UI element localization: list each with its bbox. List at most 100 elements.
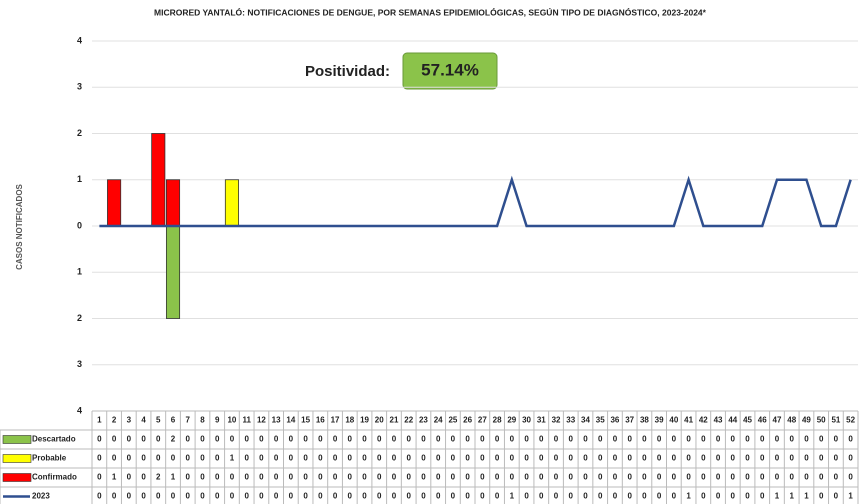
y-tick-label: 1 xyxy=(77,174,82,184)
table-value: 0 xyxy=(701,473,706,482)
table-value: 0 xyxy=(348,435,353,444)
table-value: 0 xyxy=(465,492,470,501)
table-value: 0 xyxy=(171,454,176,463)
table-value: 0 xyxy=(745,473,750,482)
table-value: 0 xyxy=(642,435,647,444)
table-value: 0 xyxy=(524,492,529,501)
table-value: 0 xyxy=(362,473,367,482)
x-tick-label: 40 xyxy=(669,416,678,425)
x-tick-label: 1 xyxy=(97,416,102,425)
table-value: 0 xyxy=(510,454,515,463)
table-value: 0 xyxy=(318,454,323,463)
x-tick-label: 4 xyxy=(141,416,146,425)
annotation-value: 57.14% xyxy=(421,60,479,79)
x-tick-label: 11 xyxy=(242,416,251,425)
table-value: 0 xyxy=(495,492,500,501)
table-value: 0 xyxy=(760,435,765,444)
x-tick-label: 35 xyxy=(596,416,605,425)
x-tick-label: 23 xyxy=(419,416,428,425)
table-value: 0 xyxy=(716,435,721,444)
table-value: 0 xyxy=(834,492,839,501)
x-tick-label: 13 xyxy=(272,416,281,425)
table-value: 0 xyxy=(716,454,721,463)
table-value: 0 xyxy=(745,492,750,501)
y-tick-label: 3 xyxy=(77,82,82,92)
table-value: 0 xyxy=(775,435,780,444)
table-value: 0 xyxy=(569,473,574,482)
x-tick-label: 38 xyxy=(640,416,649,425)
table-value: 0 xyxy=(804,473,809,482)
table-value: 0 xyxy=(392,454,397,463)
x-tick-label: 19 xyxy=(360,416,369,425)
table-value: 0 xyxy=(392,473,397,482)
table-value: 0 xyxy=(583,435,588,444)
bar xyxy=(165,225,181,319)
table-value: 0 xyxy=(760,492,765,501)
table-value: 0 xyxy=(392,492,397,501)
table-value: 0 xyxy=(303,454,308,463)
table-value: 0 xyxy=(583,492,588,501)
x-tick-label: 51 xyxy=(831,416,840,425)
table-value: 0 xyxy=(465,473,470,482)
table-value: 0 xyxy=(348,473,353,482)
table-value: 0 xyxy=(613,435,618,444)
table-value: 0 xyxy=(141,454,146,463)
table-value: 0 xyxy=(834,473,839,482)
legend-label: Confirmado xyxy=(32,473,77,482)
table-value: 0 xyxy=(554,473,559,482)
y-tick-label: 3 xyxy=(77,359,82,369)
table-value: 0 xyxy=(421,473,426,482)
table-value: 0 xyxy=(613,454,618,463)
x-tick-label: 2 xyxy=(112,416,117,425)
table-value: 0 xyxy=(819,492,824,501)
table-value: 0 xyxy=(672,454,677,463)
table-value: 0 xyxy=(760,454,765,463)
table-value: 0 xyxy=(686,435,691,444)
x-tick-label: 42 xyxy=(699,416,708,425)
table-value: 0 xyxy=(657,435,662,444)
x-tick-label: 21 xyxy=(390,416,399,425)
x-tick-label: 15 xyxy=(301,416,310,425)
table-value: 0 xyxy=(598,473,603,482)
table-value: 0 xyxy=(200,492,205,501)
table-value: 0 xyxy=(451,473,456,482)
x-tick-label: 18 xyxy=(345,416,354,425)
table-value: 0 xyxy=(524,454,529,463)
table-value: 0 xyxy=(333,492,338,501)
table-value: 0 xyxy=(318,492,323,501)
table-value: 0 xyxy=(200,454,205,463)
table-value: 0 xyxy=(289,454,294,463)
table-value: 0 xyxy=(583,473,588,482)
table-value: 0 xyxy=(583,454,588,463)
table-value: 0 xyxy=(789,454,794,463)
table-value: 0 xyxy=(510,435,515,444)
x-tick-label: 26 xyxy=(463,416,472,425)
table-value: 0 xyxy=(642,473,647,482)
x-tick-label: 32 xyxy=(552,416,561,425)
table-value: 0 xyxy=(156,435,161,444)
table-value: 0 xyxy=(333,435,338,444)
table-value: 2 xyxy=(171,435,176,444)
table-value: 0 xyxy=(716,473,721,482)
table-value: 0 xyxy=(627,454,632,463)
table-value: 0 xyxy=(141,473,146,482)
table-value: 2 xyxy=(156,473,161,482)
table-value: 0 xyxy=(436,492,441,501)
legend-label: 2023 xyxy=(32,492,50,501)
table-value: 0 xyxy=(406,473,411,482)
y-tick-label: 4 xyxy=(77,35,82,45)
table-value: 1 xyxy=(789,492,794,501)
table-value: 0 xyxy=(598,454,603,463)
table-value: 0 xyxy=(362,435,367,444)
table-value: 0 xyxy=(819,435,824,444)
table-value: 0 xyxy=(554,492,559,501)
annotation-box xyxy=(402,52,498,90)
table-value: 0 xyxy=(451,454,456,463)
table-value: 0 xyxy=(598,435,603,444)
x-tick-label: 14 xyxy=(286,416,295,425)
table-value: 1 xyxy=(510,492,515,501)
x-tick-label: 30 xyxy=(522,416,531,425)
table-value: 0 xyxy=(760,473,765,482)
x-tick-label: 17 xyxy=(331,416,340,425)
table-value: 0 xyxy=(731,435,736,444)
